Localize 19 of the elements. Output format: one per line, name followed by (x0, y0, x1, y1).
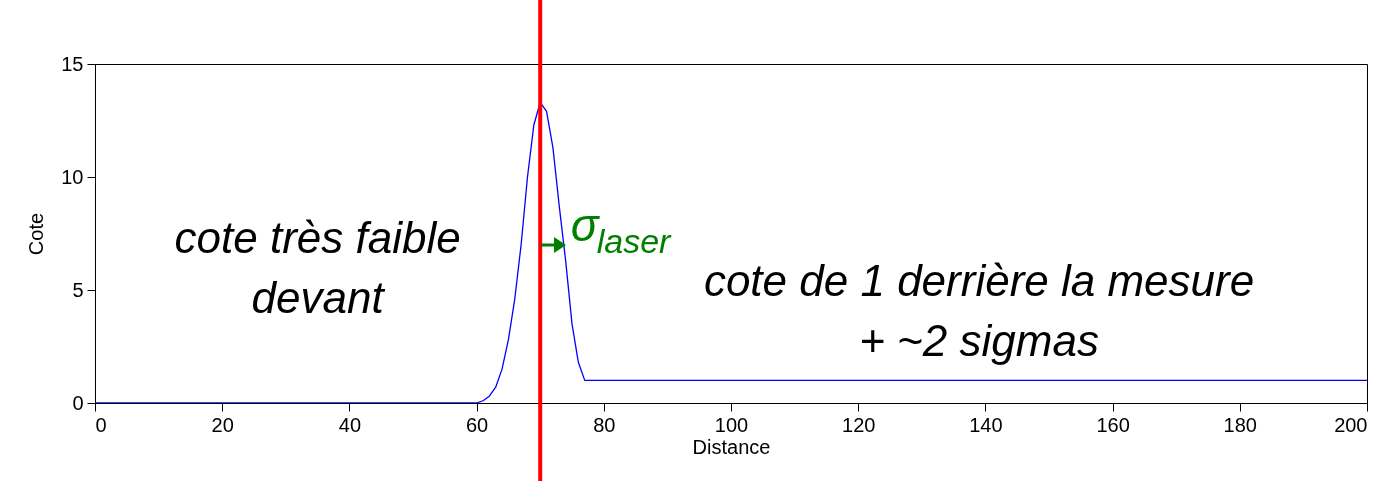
y-tick-label: 5 (72, 278, 84, 301)
x-tick-label: 0 (95, 413, 107, 436)
x-tick-label: 80 (593, 413, 616, 436)
x-axis-title: Distance (692, 435, 771, 458)
x-tick-label: 140 (969, 413, 1003, 436)
x-tick-label: 120 (842, 413, 876, 436)
x-tick-label: 160 (1096, 413, 1130, 436)
x-tick-label: 100 (714, 413, 749, 436)
y-axis-title: Cote (25, 212, 48, 256)
x-tick-label: 20 (211, 413, 234, 436)
x-tick-label: 200 (1334, 413, 1368, 436)
y-tick-label: 10 (61, 165, 84, 188)
y-tick-label: 0 (72, 391, 84, 414)
annotation: cote de 1 derrière la mesure + ~2 sigmas (703, 256, 1255, 366)
x-tick-label: 40 (338, 413, 362, 436)
annotation: cote très faible devant (174, 213, 461, 323)
x-tick-label: 60 (465, 413, 489, 436)
y-tick-label: 15 (61, 52, 84, 75)
x-tick-label: 180 (1223, 413, 1257, 436)
